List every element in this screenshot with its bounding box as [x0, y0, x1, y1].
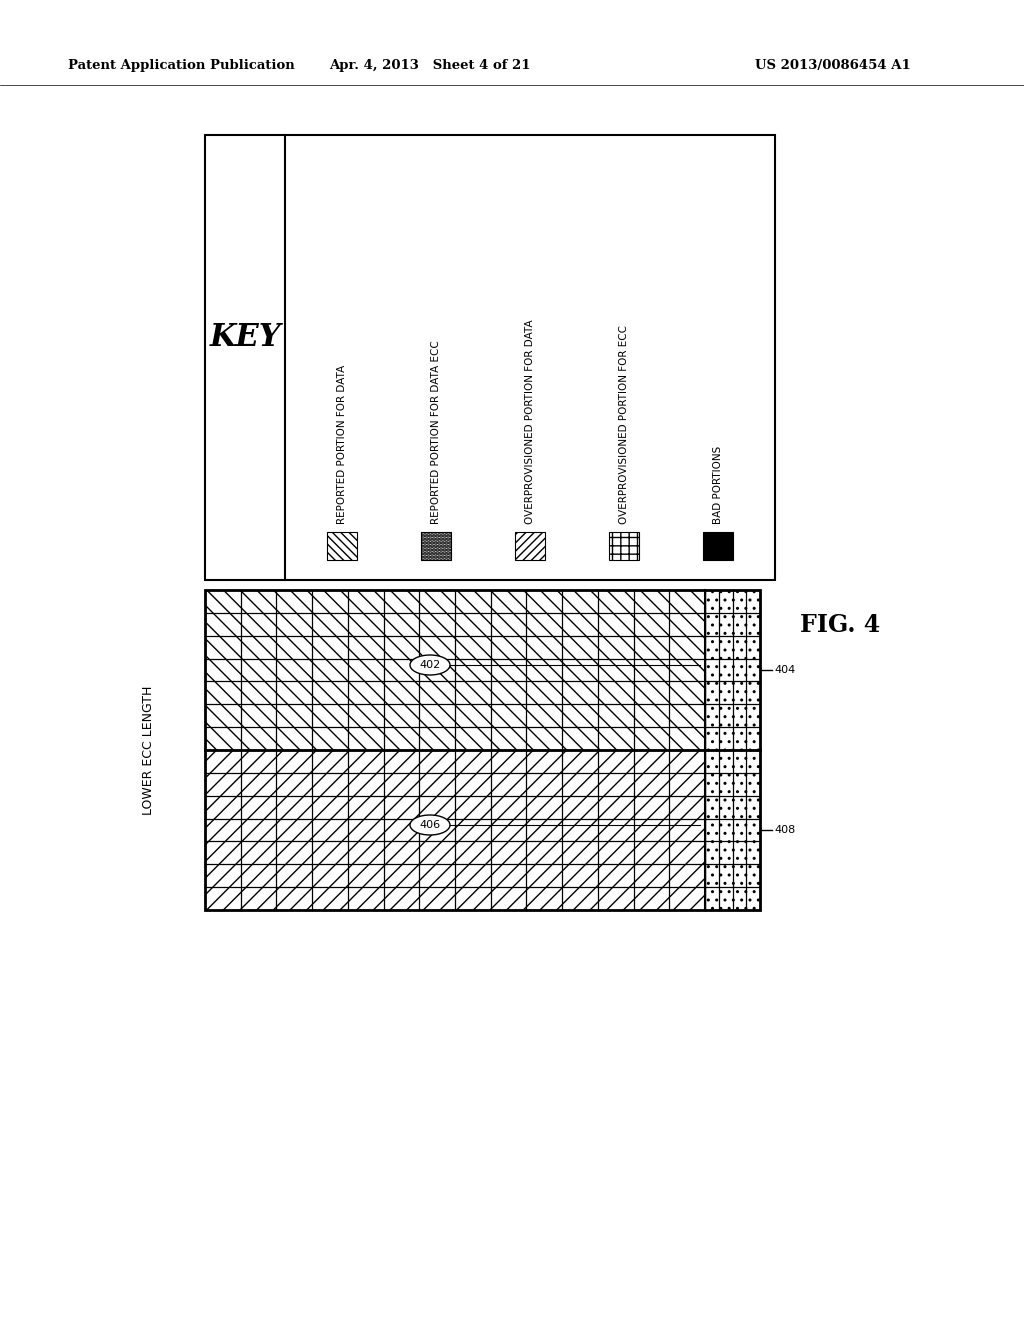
Text: 406: 406	[420, 820, 440, 830]
Bar	[515, 532, 545, 560]
Text: Patent Application Publication: Patent Application Publication	[68, 58, 295, 71]
Bar	[609, 532, 639, 560]
Ellipse shape	[410, 655, 450, 675]
Bar	[703, 532, 733, 560]
Bar	[705, 590, 760, 750]
Text: REPORTED PORTION FOR DATA ECC: REPORTED PORTION FOR DATA ECC	[431, 341, 441, 524]
Bar	[205, 135, 775, 579]
Text: 404: 404	[774, 665, 796, 675]
Text: Apr. 4, 2013   Sheet 4 of 21: Apr. 4, 2013 Sheet 4 of 21	[330, 58, 530, 71]
Text: 408: 408	[774, 825, 796, 836]
Text: US 2013/0086454 A1: US 2013/0086454 A1	[755, 58, 910, 71]
Bar	[205, 750, 705, 909]
Text: LOWER ECC LENGTH: LOWER ECC LENGTH	[141, 685, 155, 814]
Bar	[205, 590, 760, 909]
Text: OVERPROVISIONED PORTION FOR ECC: OVERPROVISIONED PORTION FOR ECC	[618, 325, 629, 524]
Bar	[327, 532, 357, 560]
Text: BAD PORTIONS: BAD PORTIONS	[713, 446, 723, 524]
Text: OVERPROVISIONED PORTION FOR DATA: OVERPROVISIONED PORTION FOR DATA	[525, 319, 535, 524]
Ellipse shape	[410, 814, 450, 836]
Text: 402: 402	[420, 660, 440, 671]
Bar	[205, 590, 705, 750]
Text: REPORTED PORTION FOR DATA: REPORTED PORTION FOR DATA	[337, 364, 347, 524]
Bar	[421, 532, 451, 560]
Text: FIG. 4: FIG. 4	[800, 612, 881, 638]
Bar	[705, 750, 760, 909]
Text: KEY: KEY	[209, 322, 281, 352]
